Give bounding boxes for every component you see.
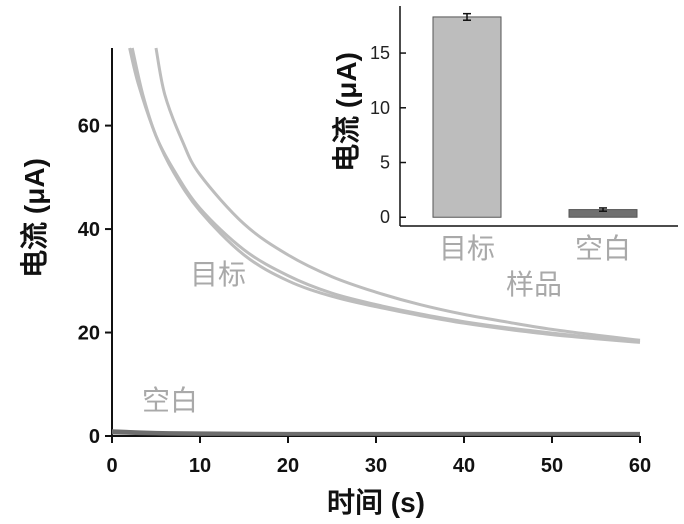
main-series-line-2 [130,47,641,343]
main-x-tick-label: 10 [189,455,211,477]
main-x-axis-title: 时间 (s) [327,487,425,518]
inset-y-tick-label: 10 [370,98,390,118]
main-series-group [111,47,641,436]
main-x-tick-label: 30 [365,455,387,477]
inset-x-labels: 目标 空白 [439,233,631,264]
inset-bar-1 [432,16,502,218]
main-y-axis-title: 电流 (μA) [19,158,50,278]
inset-y-tick-label: 0 [380,207,390,227]
main-y-tick-label: 60 [78,116,100,138]
main-series-line-3 [154,47,641,342]
main-x-tick-label: 0 [106,455,117,477]
annotation-target: 目标 [190,259,246,290]
main-y-tick-label: 40 [78,219,100,241]
inset-error-bar [599,207,607,212]
inset-y-tick-label: 15 [370,43,390,63]
main-x-tick-label: 40 [453,455,475,477]
main-x-tick-label: 50 [541,455,563,477]
inset-bars-group [432,12,638,218]
main-y-ticks: 0 20 40 60 [78,116,112,448]
inset-y-ticks: 0 5 10 15 [370,43,406,227]
inset-error-bar [463,12,471,21]
inset-y-tick-label: 5 [380,153,390,173]
annotation-sample: 样品 [506,269,562,300]
main-x-ticks: 0 10 20 30 40 50 60 [106,436,651,477]
main-series-line-5 [111,431,640,436]
inset-x-label: 空白 [575,233,631,264]
inset-bar-chart: 0 5 10 15 目标 空白 电流 (μA) [331,4,678,264]
inset-x-label: 目标 [439,233,495,264]
inset-y-axis-title: 电流 (μA) [331,52,362,172]
main-x-tick-label: 60 [629,455,651,477]
annotation-blank: 空白 [142,385,198,416]
main-x-tick-label: 20 [277,455,299,477]
main-y-tick-label: 20 [78,323,100,345]
main-y-tick-label: 0 [89,426,100,448]
